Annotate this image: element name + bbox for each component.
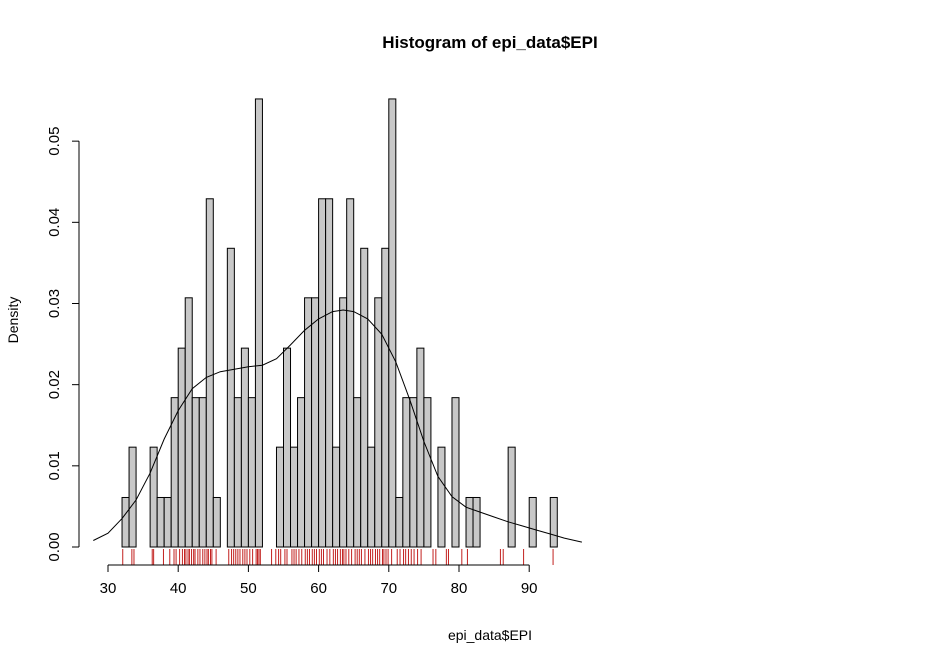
histogram-bar	[416, 347, 425, 548]
histogram-bars	[121, 98, 558, 548]
histogram-bar	[297, 397, 306, 548]
histogram-bar	[472, 496, 481, 548]
histogram-bar	[409, 397, 418, 548]
histogram-bar	[451, 397, 460, 548]
histogram-bar	[353, 397, 362, 548]
histogram-bar	[198, 397, 207, 548]
histogram-bar	[549, 496, 558, 548]
x-axis: 30 40 50 60 70 80 90	[100, 564, 538, 597]
histogram-bar	[240, 347, 249, 548]
histogram-bar	[226, 247, 235, 548]
x-tick-label: 70	[380, 580, 397, 597]
histogram-bar	[507, 446, 516, 548]
histogram-bar	[205, 198, 214, 548]
histogram-bar	[528, 496, 537, 548]
x-tick-label: 80	[451, 580, 468, 597]
density-curve	[93, 309, 583, 543]
x-tick-label: 90	[521, 580, 538, 597]
histogram-bar	[254, 98, 263, 548]
x-tick-label: 40	[170, 580, 187, 597]
histogram-bar	[177, 347, 186, 548]
y-tick-label: 0.01	[46, 451, 63, 480]
histogram-bar	[128, 446, 137, 548]
x-tick-label: 60	[310, 580, 327, 597]
histogram-bar	[283, 347, 292, 548]
density-curve-layer	[93, 309, 583, 543]
histogram-bar	[374, 297, 383, 548]
x-axis-label: epi_data$EPI	[448, 627, 532, 643]
histogram-bar	[465, 496, 474, 548]
histogram-bar	[346, 198, 355, 548]
y-axis: 0.00 0.01 0.02 0.03 0.04 0.05	[46, 127, 80, 562]
x-tick-label: 50	[240, 580, 257, 597]
histogram-bar	[332, 446, 341, 548]
histogram-bar	[156, 496, 165, 548]
histogram-bar	[149, 446, 158, 548]
histogram-bar	[367, 446, 376, 548]
histogram-bar	[437, 446, 446, 548]
histogram-bar	[163, 496, 172, 548]
y-tick-label: 0.04	[46, 208, 63, 237]
histogram-bar	[212, 496, 221, 548]
histogram-bar	[360, 247, 369, 548]
histogram-bar	[184, 297, 193, 548]
x-tick-label: 30	[100, 580, 117, 597]
y-axis-label: Density	[5, 297, 21, 344]
histogram-bar	[402, 397, 411, 548]
histogram-bar	[191, 397, 200, 548]
histogram-bar	[121, 496, 130, 548]
histogram-bar	[170, 397, 179, 548]
y-tick-label: 0.03	[46, 289, 63, 318]
histogram-bar	[275, 446, 285, 548]
histogram-bar	[388, 98, 397, 548]
histogram-bar	[395, 496, 404, 548]
histogram-bar	[304, 297, 313, 548]
histogram-bar	[290, 446, 299, 548]
histogram-bar	[381, 247, 390, 548]
histogram-bar	[339, 297, 348, 548]
y-tick-label: 0.00	[46, 532, 63, 561]
histogram-bar	[247, 397, 256, 548]
chart-title: Histogram of epi_data$EPI	[382, 33, 597, 52]
histogram-bar	[423, 397, 432, 548]
histogram-bar	[311, 297, 320, 548]
histogram-bar	[233, 397, 242, 548]
rug-marks	[122, 549, 554, 565]
y-tick-label: 0.02	[46, 370, 63, 399]
histogram-bar	[325, 198, 334, 548]
histogram-bar	[318, 198, 327, 548]
y-tick-label: 0.05	[46, 127, 63, 156]
